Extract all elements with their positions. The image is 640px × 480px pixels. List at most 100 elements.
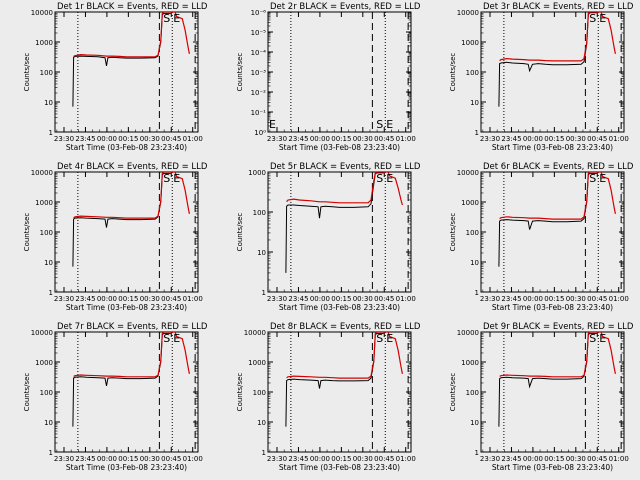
y-tick-label: 10⁻² — [251, 89, 267, 97]
y-tick-label: 10 — [44, 259, 53, 267]
x-tick-label: 00:15 — [118, 295, 138, 303]
lld-series-line — [73, 12, 190, 58]
y-tick-label: 1000 — [461, 39, 479, 47]
x-tick-label: 00:45 — [587, 135, 607, 143]
x-tick-label: 01:00 — [396, 295, 416, 303]
lld-series-line — [499, 172, 616, 220]
x-tick-label: 01:00 — [183, 135, 203, 143]
x-tick-label: 00:30 — [353, 295, 373, 303]
y-tick-label: 10⁻⁴ — [251, 49, 267, 57]
y-axis-label: Counts/sec — [236, 213, 244, 252]
y-tick-label: 1000 — [35, 39, 53, 47]
y-tick-label: 100 — [466, 389, 479, 397]
x-tick-label: 23:30 — [480, 295, 500, 303]
chart-panel-9: Det 9r BLACK = Events, RED = LLD 1 10 100 10… — [449, 322, 634, 472]
y-tick-label: 1000 — [35, 199, 53, 207]
chart-title: Det 4r BLACK = Events, RED = LLD — [57, 162, 208, 172]
x-tick-label: 23:30 — [480, 455, 500, 463]
chart-title: Det 5r BLACK = Events, RED = LLD — [270, 162, 421, 172]
y-tick-label: 10 — [44, 419, 53, 427]
y-tick-label: 1000 — [35, 359, 53, 367]
x-tick-label: 00:00 — [97, 295, 117, 303]
x-axis-label: Start Time (03-Feb-08 23:23:40) — [279, 303, 400, 312]
marker-letter-e: E — [173, 172, 180, 185]
x-tick-label: 00:30 — [140, 135, 160, 143]
chart-title: Det 3r BLACK = Events, RED = LLD — [483, 2, 634, 12]
y-tick-label: 10 — [470, 419, 479, 427]
events-series-line — [72, 12, 171, 107]
events-series-line — [285, 332, 384, 427]
y-axis-label: Counts/sec — [236, 53, 244, 92]
x-tick-label: 00:45 — [374, 135, 394, 143]
y-tick-label: 100 — [466, 69, 479, 77]
y-tick-label: 10000 — [457, 9, 479, 17]
y-tick-label: 10⁻³ — [251, 69, 267, 77]
marker-letter-e: E — [599, 12, 606, 25]
x-tick-label: 00:15 — [544, 455, 564, 463]
y-tick-label: 100 — [466, 229, 479, 237]
y-tick-label: 10⁻¹ — [251, 109, 267, 117]
x-tick-label: 23:30 — [54, 295, 74, 303]
y-tick-label: 10⁰ — [254, 129, 266, 137]
x-axis-label: Start Time (03-Feb-08 23:23:40) — [66, 303, 187, 312]
marker-letter-s: S — [589, 12, 596, 25]
x-axis-label: Start Time (03-Feb-08 23:23:40) — [279, 143, 400, 152]
y-tick-label: 1000 — [248, 169, 266, 177]
y-axis-label: Counts/sec — [236, 373, 244, 412]
x-tick-label: 23:45 — [288, 455, 308, 463]
plot-frame — [54, 171, 199, 293]
y-tick-label: 10 — [257, 419, 266, 427]
x-tick-label: 00:45 — [587, 295, 607, 303]
y-tick-label: 1 — [262, 289, 266, 297]
x-tick-label: 00:30 — [140, 295, 160, 303]
events-series-line — [72, 332, 171, 427]
lld-series-line — [286, 172, 403, 206]
x-axis-label: Start Time (03-Feb-08 23:23:40) — [492, 143, 613, 152]
y-tick-label: 10 — [44, 99, 53, 107]
chart-panel-3: Det 3r BLACK = Events, RED = LLD 1 10 100 10… — [449, 2, 634, 152]
lld-series-line — [499, 12, 616, 62]
x-tick-label: 23:45 — [288, 295, 308, 303]
x-axis-label: Start Time (03-Feb-08 23:23:40) — [66, 463, 187, 472]
marker-letter-e: E — [599, 172, 606, 185]
events-series-line — [285, 172, 384, 273]
x-tick-label: 00:15 — [118, 135, 138, 143]
chart-title: Det 2r BLACK = Events, RED = LLD — [270, 2, 421, 12]
y-tick-label: 10 — [470, 99, 479, 107]
chart-title: Det 9r BLACK = Events, RED = LLD — [483, 322, 634, 332]
x-tick-label: 00:00 — [310, 135, 330, 143]
chart-panel-2: Det 2r BLACK = Events, RED = LLD 10⁰ 10⁻¹ 1… — [236, 2, 421, 152]
x-tick-label: 00:45 — [587, 455, 607, 463]
x-tick-label: 00:00 — [523, 455, 543, 463]
x-tick-label: 23:45 — [75, 455, 95, 463]
marker-letter-s: S — [376, 118, 383, 131]
x-tick-label: 00:00 — [97, 135, 117, 143]
plot-frame — [267, 331, 412, 453]
plot-frame — [54, 331, 199, 453]
marker-letter-s: S — [376, 332, 383, 345]
x-tick-label: 23:45 — [75, 135, 95, 143]
x-tick-label: 23:30 — [54, 455, 74, 463]
x-tick-label: 23:45 — [288, 135, 308, 143]
x-tick-label: 00:15 — [331, 295, 351, 303]
events-series-line — [72, 172, 171, 267]
y-tick-label: 10000 — [31, 329, 53, 337]
lld-series-line — [286, 332, 403, 379]
x-tick-label: 00:15 — [331, 455, 351, 463]
y-tick-label: 1 — [475, 449, 479, 457]
lld-series-line — [73, 172, 190, 219]
y-tick-label: 10⁻⁵ — [251, 29, 267, 37]
y-axis-label: Counts/sec — [449, 213, 457, 252]
plot-frame — [267, 11, 412, 133]
marker-letter-e: E — [173, 12, 180, 25]
x-axis-label: Start Time (03-Feb-08 23:23:40) — [492, 303, 613, 312]
lld-series-line — [73, 332, 190, 378]
x-tick-label: 00:45 — [161, 455, 181, 463]
x-tick-label: 23:45 — [75, 295, 95, 303]
x-tick-label: 00:00 — [97, 455, 117, 463]
y-axis-label: Counts/sec — [449, 53, 457, 92]
y-tick-label: 10 — [257, 249, 266, 257]
marker-letter-e: E — [386, 172, 393, 185]
y-axis-label: Counts/sec — [23, 213, 31, 252]
